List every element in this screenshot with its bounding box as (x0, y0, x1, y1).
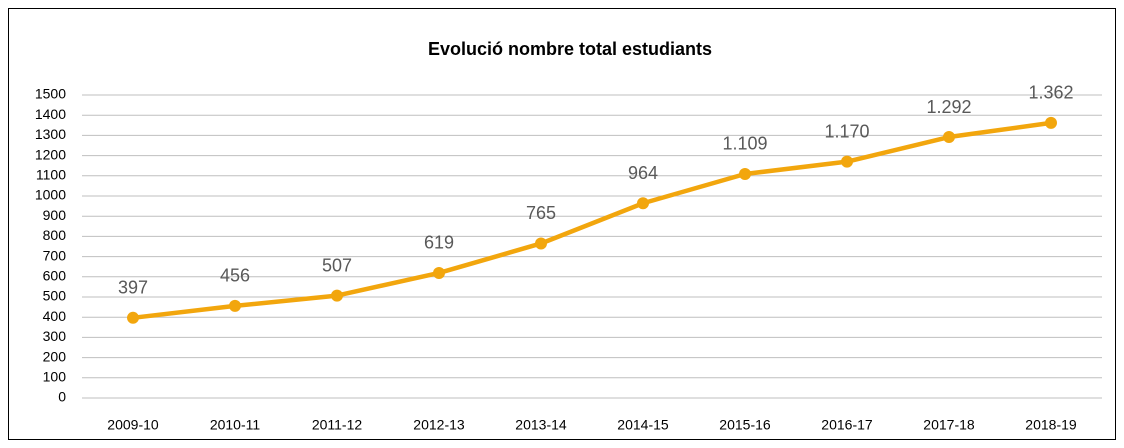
x-tick-label: 2016-17 (821, 417, 873, 433)
y-tick-label: 200 (43, 348, 67, 364)
x-tick-label: 2012-13 (413, 417, 465, 433)
x-tick-label: 2010-11 (210, 417, 261, 433)
marker (331, 289, 343, 302)
y-tick-label: 300 (43, 328, 67, 344)
y-tick-label: 800 (43, 227, 67, 243)
marker (127, 311, 139, 324)
marker (943, 131, 955, 144)
data-label: 507 (322, 255, 352, 275)
y-tick-label: 1500 (35, 86, 66, 102)
marker (433, 266, 445, 279)
data-label: 1.292 (926, 97, 971, 117)
data-label: 619 (424, 233, 454, 253)
data-label: 456 (220, 266, 250, 286)
marker (229, 299, 241, 312)
y-tick-label: 1400 (35, 106, 66, 122)
chart-border (8, 8, 1116, 440)
data-label: 1.362 (1028, 83, 1073, 103)
x-tick-label: 2009-10 (107, 417, 159, 433)
y-tick-label: 500 (43, 288, 67, 304)
line (132, 120, 1052, 321)
marker (1045, 116, 1057, 129)
y-tick-label: 900 (43, 207, 67, 223)
y-tick-label: 1000 (35, 187, 66, 203)
y-tick-label: 1100 (36, 167, 66, 183)
y-tick-label: 0 (58, 389, 66, 405)
x-tick-label: 2015-16 (719, 417, 771, 433)
data-label: 1.109 (722, 134, 767, 154)
data-label: 765 (526, 203, 556, 223)
chart-title: Evolució nombre total estudiants (428, 39, 712, 59)
x-tick-label: 2018-19 (1025, 417, 1077, 433)
marker (841, 155, 853, 168)
marker (535, 237, 547, 250)
x-tick-label: 2014-15 (617, 417, 669, 433)
marker (739, 167, 751, 180)
data-label: 397 (118, 278, 148, 298)
y-tick-label: 700 (43, 247, 67, 263)
y-tick-label: 400 (43, 308, 67, 324)
data-label: 1.170 (824, 121, 869, 141)
y-tick-label: 1300 (35, 126, 66, 142)
marker (637, 197, 649, 210)
y-tick-label: 100 (43, 369, 67, 385)
y-tick-label: 1200 (35, 146, 66, 162)
data-label: 964 (628, 163, 658, 183)
y-tick-label: 600 (43, 268, 67, 284)
x-tick-label: 2013-14 (515, 417, 567, 433)
x-tick-label: 2011-12 (312, 417, 363, 433)
x-tick-label: 2017-18 (923, 417, 975, 433)
